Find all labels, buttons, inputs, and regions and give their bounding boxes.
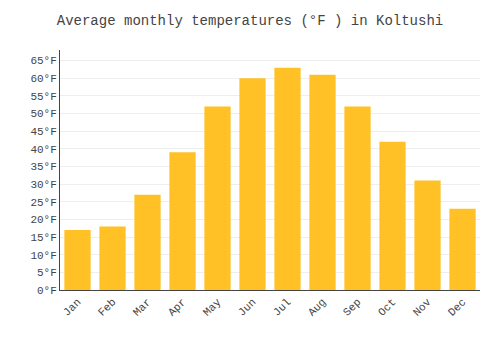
svg-text:Nov: Nov	[411, 296, 434, 319]
svg-text:Jul: Jul	[271, 296, 293, 318]
svg-text:10°F: 10°F	[30, 250, 56, 262]
svg-text:May: May	[201, 296, 224, 319]
svg-text:15°F: 15°F	[30, 232, 56, 244]
svg-text:40°F: 40°F	[30, 144, 56, 156]
svg-text:55°F: 55°F	[30, 91, 56, 103]
svg-text:60°F: 60°F	[30, 73, 56, 85]
svg-text:Average monthly temperatures (: Average monthly temperatures (°F ) in Ko…	[57, 13, 443, 29]
svg-text:Dec: Dec	[446, 296, 468, 318]
svg-text:Apr: Apr	[166, 296, 188, 318]
svg-text:5°F: 5°F	[37, 267, 57, 279]
svg-text:30°F: 30°F	[30, 179, 56, 191]
svg-text:35°F: 35°F	[30, 161, 56, 173]
svg-text:0°F: 0°F	[37, 285, 57, 297]
svg-text:65°F: 65°F	[30, 55, 56, 67]
svg-text:45°F: 45°F	[30, 126, 56, 138]
svg-text:Jan: Jan	[61, 296, 83, 318]
svg-text:Feb: Feb	[96, 296, 118, 318]
svg-text:Jun: Jun	[236, 296, 258, 318]
svg-text:Mar: Mar	[131, 296, 153, 318]
svg-text:Sep: Sep	[341, 296, 363, 318]
svg-text:20°F: 20°F	[30, 214, 56, 226]
svg-text:Oct: Oct	[376, 296, 398, 318]
svg-text:Aug: Aug	[306, 296, 328, 318]
svg-text:50°F: 50°F	[30, 108, 56, 120]
svg-text:25°F: 25°F	[30, 197, 56, 209]
